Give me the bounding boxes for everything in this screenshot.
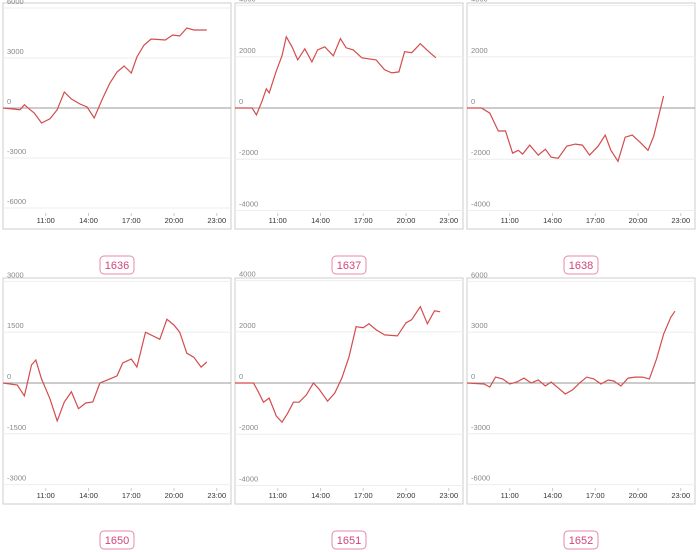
panel-frame — [234, 277, 464, 505]
y-tick-label: 1500 — [7, 321, 24, 330]
chart-title: 1638 — [569, 260, 593, 272]
x-tick-label: 11:00 — [501, 491, 519, 500]
x-tick-label: 23:00 — [207, 491, 226, 500]
line — [467, 95, 665, 163]
title-badge — [563, 255, 599, 275]
title-badge — [331, 255, 367, 275]
x-tick-label: 23:00 — [439, 491, 458, 500]
y-tick-label: -6000 — [471, 474, 490, 483]
title-badge — [563, 530, 599, 550]
x-tick-label: 17:00 — [354, 216, 373, 225]
chart-title: 1652 — [569, 535, 593, 547]
y-tick-label: 0 — [7, 372, 11, 381]
x-tick-label: 11:00 — [37, 491, 55, 500]
x-tick-label: 20:00 — [629, 491, 648, 500]
chart-title: 1637 — [337, 260, 361, 272]
y-tick-label: 6000 — [471, 270, 488, 279]
y-tick-label: 4000 — [471, 0, 488, 4]
x-tick-label: 17:00 — [586, 216, 605, 225]
title-badge — [99, 255, 135, 275]
x-tick-label: 14:00 — [79, 216, 98, 225]
x-tick-label: 14:00 — [311, 491, 330, 500]
x-tick-label: 14:00 — [543, 216, 562, 225]
y-tick-label: 0 — [471, 97, 475, 106]
y-tick-label: -2000 — [471, 148, 490, 157]
y-tick-label: 2000 — [239, 46, 256, 55]
x-tick-label: 23:00 — [671, 216, 690, 225]
y-tick-label: -2000 — [239, 148, 258, 157]
x-tick-label: 20:00 — [397, 491, 416, 500]
title-badge — [331, 530, 367, 550]
x-tick-label: 17:00 — [122, 491, 141, 500]
x-tick-label: 14:00 — [79, 491, 98, 500]
panel-frame — [466, 2, 696, 230]
line — [235, 35, 437, 117]
panel-frame — [234, 2, 464, 230]
y-tick-label: 3000 — [471, 321, 488, 330]
x-tick-label: 20:00 — [165, 491, 184, 500]
x-tick-label: 11:00 — [269, 491, 287, 500]
line — [235, 305, 441, 424]
x-tick-label: 11:00 — [269, 216, 287, 225]
y-tick-label: -3000 — [7, 474, 26, 483]
y-tick-label: -4000 — [239, 199, 258, 208]
x-tick-label: 17:00 — [586, 491, 605, 500]
x-tick-label: 23:00 — [439, 216, 458, 225]
y-tick-label: -3000 — [7, 147, 26, 156]
y-tick-label: 0 — [239, 372, 243, 381]
y-tick-label: -2000 — [239, 423, 258, 432]
y-tick-label: 3000 — [7, 47, 24, 56]
y-tick-label: 4000 — [239, 0, 256, 4]
y-tick-label: -4000 — [239, 474, 258, 483]
x-tick-label: 11:00 — [37, 216, 55, 225]
x-tick-label: 20:00 — [629, 216, 648, 225]
panel-frame — [2, 277, 232, 505]
x-tick-label: 14:00 — [543, 491, 562, 500]
x-tick-label: 14:00 — [311, 216, 330, 225]
y-tick-label: 3000 — [7, 270, 24, 279]
line — [2, 27, 207, 124]
panel-frame — [466, 277, 696, 505]
x-tick-label: 23:00 — [671, 491, 690, 500]
x-tick-label: 23:00 — [207, 216, 226, 225]
x-tick-label: 20:00 — [165, 216, 184, 225]
y-tick-label: 0 — [471, 372, 475, 381]
y-tick-label: 6000 — [7, 0, 24, 6]
y-tick-label: 4000 — [239, 270, 256, 279]
x-tick-label: 11:00 — [501, 216, 519, 225]
line — [2, 318, 208, 423]
y-tick-label: 0 — [239, 97, 243, 106]
x-tick-label: 20:00 — [397, 216, 416, 225]
y-tick-label: -6000 — [7, 197, 26, 206]
title-badge — [99, 530, 135, 550]
chart-title: 1650 — [105, 535, 129, 547]
y-tick-label: -4000 — [471, 199, 490, 208]
line — [466, 310, 676, 395]
y-tick-label: 2000 — [471, 46, 488, 55]
y-tick-label: -1500 — [7, 423, 26, 432]
panel-frame — [2, 2, 232, 230]
x-tick-label: 17:00 — [122, 216, 141, 225]
chart-title: 1636 — [105, 260, 129, 272]
y-tick-label: 0 — [7, 97, 11, 106]
chart-title: 1651 — [337, 535, 361, 547]
x-tick-label: 17:00 — [354, 491, 373, 500]
y-tick-label: 2000 — [239, 321, 256, 330]
y-tick-label: -3000 — [471, 423, 490, 432]
